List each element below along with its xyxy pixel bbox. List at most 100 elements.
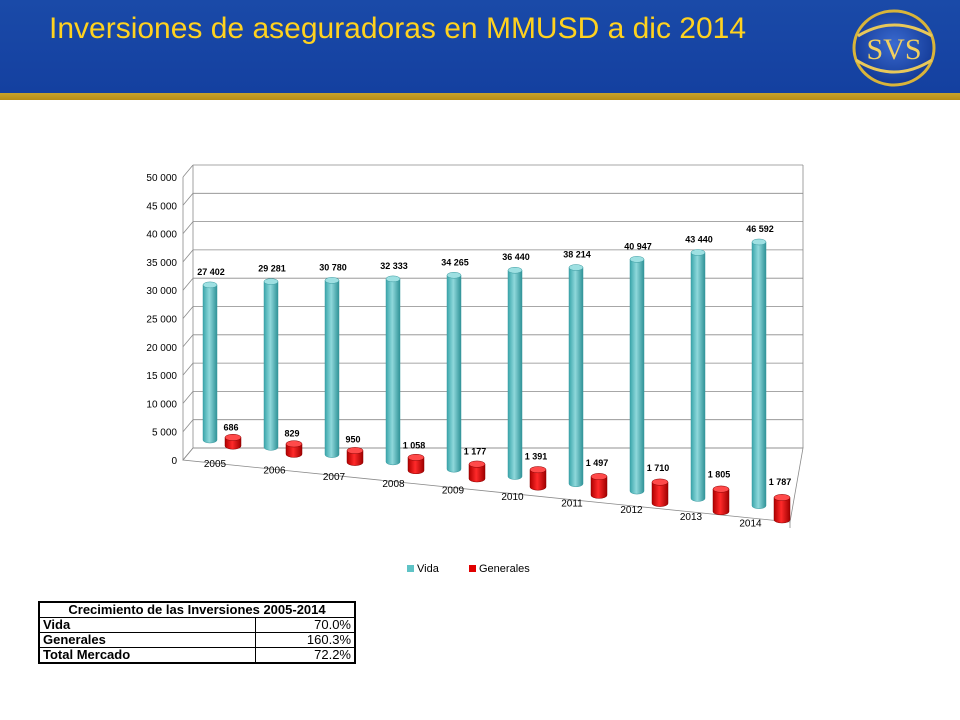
y-tick-label: 50 000	[146, 173, 177, 184]
generales-bar	[712, 488, 730, 516]
vida-bar-top	[507, 266, 523, 274]
vida-bar	[629, 259, 645, 495]
y-tick-label: 35 000	[146, 258, 177, 269]
generales-bar	[285, 443, 303, 458]
vida-data-label: 38 214	[563, 250, 591, 260]
vida-bar	[263, 281, 279, 451]
generales-bar-top	[590, 473, 608, 481]
vida-bar	[568, 267, 584, 488]
y-tick-label: 0	[171, 456, 177, 467]
generales-bar	[407, 457, 425, 475]
y-tick-label: 45 000	[146, 201, 177, 212]
generales-bar-top	[224, 434, 242, 441]
generales-bar	[651, 481, 669, 507]
generales-bar	[346, 450, 364, 466]
table-row: Generales 160.3%	[38, 632, 356, 648]
chart-bars: 27 402 686 29 281 829 30 780 950 32 333 1 058 34…	[197, 224, 792, 524]
vida-bar-top	[629, 256, 645, 263]
legend-label-vida: Vida	[417, 563, 440, 575]
generales-bar-top	[346, 447, 364, 455]
x-tick-label: 2007	[323, 472, 346, 483]
vida-data-label: 30 780	[319, 262, 347, 272]
x-tick-label: 2010	[501, 492, 524, 503]
generales-bar	[468, 463, 486, 483]
row-label: Generales	[38, 632, 256, 648]
vida-bar-top	[568, 264, 584, 271]
vida-data-label: 40 947	[624, 241, 652, 251]
generales-bar	[773, 497, 791, 524]
vida-bar-top	[385, 275, 401, 283]
legend-swatch-vida	[407, 565, 414, 572]
generales-bar-top	[712, 485, 730, 493]
growth-table-title: Crecimiento de las Inversiones 2005-2014	[38, 601, 356, 618]
x-tick-label: 2005	[204, 459, 227, 470]
header-gold-rule	[0, 93, 960, 100]
investment-chart: 0 5 000 10 000 15 000 20 000 25 000 30 000 35 0…	[146, 164, 804, 575]
table-row: Total Mercado 72.2%	[38, 647, 356, 664]
vida-bar	[446, 275, 462, 473]
generales-data-label: 1 058	[403, 441, 426, 451]
header-bar: Inversiones de aseguradoras en MMUSD a d…	[0, 0, 960, 93]
svs-logo: SVS	[852, 9, 936, 87]
generales-bar-top	[407, 453, 425, 461]
page-title: Inversiones de aseguradoras en MMUSD a d…	[49, 12, 747, 45]
vida-bar	[324, 280, 340, 458]
generales-data-label: 1 787	[769, 477, 792, 487]
generales-data-label: 829	[284, 428, 299, 438]
y-tick-label: 25 000	[146, 315, 177, 326]
vida-bar	[690, 252, 706, 502]
y-tick-label: 10 000	[146, 399, 177, 410]
generales-data-label: 1 710	[647, 463, 670, 473]
vida-bar-top	[751, 238, 767, 246]
generales-data-label: 1 177	[464, 447, 487, 457]
row-value: 72.2%	[255, 647, 356, 664]
vida-bar	[202, 284, 218, 444]
generales-data-label: 950	[345, 434, 360, 444]
vida-data-label: 36 440	[502, 252, 530, 262]
vida-data-label: 29 281	[258, 264, 286, 274]
row-label: Vida	[38, 617, 256, 633]
generales-bar	[590, 476, 608, 499]
vida-bar-top	[202, 281, 218, 289]
row-value: 70.0%	[255, 617, 356, 633]
vida-data-label: 34 265	[441, 257, 469, 267]
generales-data-label: 686	[223, 422, 238, 432]
vida-bar	[751, 241, 767, 509]
vida-data-label: 27 402	[197, 267, 225, 277]
vida-bar-top	[324, 277, 340, 284]
logo-text: SVS	[866, 33, 921, 66]
vida-bar-top	[263, 278, 279, 285]
generales-data-label: 1 805	[708, 469, 731, 479]
y-tick-label: 30 000	[146, 286, 177, 297]
x-tick-label: 2008	[382, 479, 405, 490]
generales-bar-top	[529, 466, 547, 474]
legend-label-generales: Generales	[479, 563, 530, 575]
y-tick-label: 20 000	[146, 343, 177, 354]
y-axis-labels: 0 5 000 10 000 15 000 20 000 25 000 30 000 35 0…	[146, 173, 177, 467]
vida-bar-top	[690, 249, 706, 256]
generales-data-label: 1 497	[586, 458, 609, 468]
chart-legend: Vida Generales	[407, 563, 530, 575]
y-tick-label: 15 000	[146, 371, 177, 382]
x-tick-label: 2011	[561, 499, 583, 510]
generales-bar-top	[773, 494, 791, 501]
vida-data-label: 43 440	[685, 235, 713, 245]
growth-table: Crecimiento de las Inversiones 2005-2014…	[38, 601, 356, 664]
vida-bar	[507, 270, 523, 480]
x-tick-label: 2014	[739, 518, 762, 529]
y-tick-label: 5 000	[152, 428, 177, 439]
vida-bar-top	[446, 272, 462, 279]
x-tick-label: 2013	[680, 512, 703, 523]
generales-bar-top	[285, 440, 303, 448]
row-value: 160.3%	[255, 632, 356, 648]
generales-bar	[529, 469, 547, 491]
x-tick-label: 2009	[442, 485, 465, 496]
vida-data-label: 32 333	[380, 261, 408, 271]
legend-swatch-generales	[469, 565, 476, 572]
x-axis-labels: 2005 2006 2007 2008 2009 2010 2011 2012 2013 2014	[204, 459, 762, 529]
generales-data-label: 1 391	[525, 452, 548, 462]
generales-bar-top	[468, 460, 486, 468]
row-label: Total Mercado	[38, 647, 256, 664]
x-tick-label: 2012	[620, 505, 643, 516]
table-row: Vida 70.0%	[38, 617, 356, 633]
